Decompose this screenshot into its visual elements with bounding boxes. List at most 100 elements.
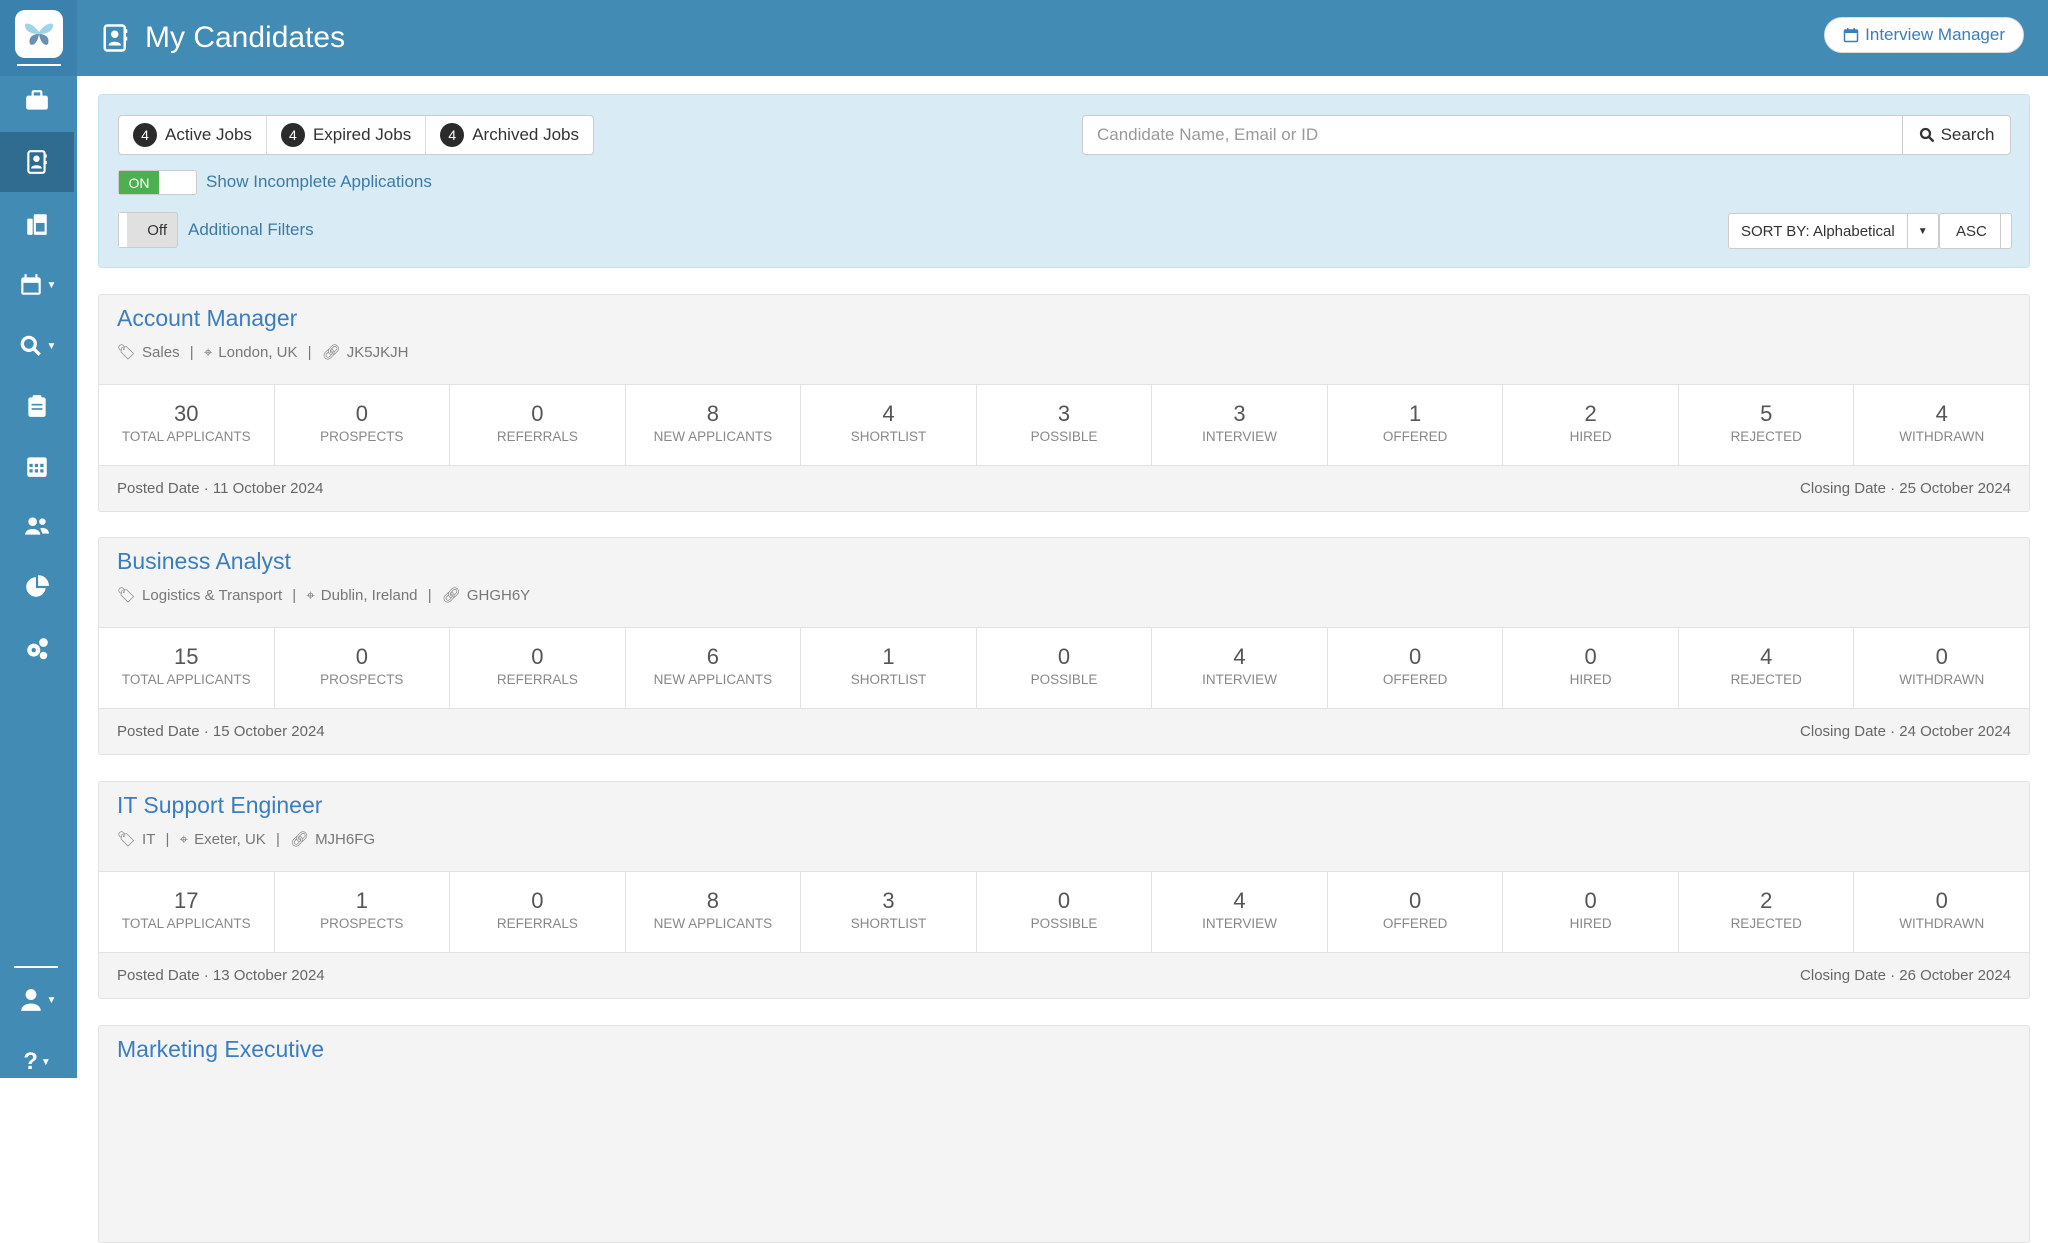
settings-gears-icon[interactable] xyxy=(0,619,74,679)
stat-label: REJECTED xyxy=(1730,672,1802,687)
search-icon xyxy=(1919,127,1934,143)
stat-value: 8 xyxy=(706,888,720,913)
additional-filters-label[interactable]: Additional Filters xyxy=(188,220,314,239)
stat-value: 2 xyxy=(1584,401,1597,426)
clipboard-icon[interactable] xyxy=(0,376,74,436)
stat-shortlist[interactable]: 1 SHORTLIST xyxy=(801,628,977,708)
stat-label: INTERVIEW xyxy=(1202,916,1277,931)
stat-referrals[interactable]: 0 REFERRALS xyxy=(450,385,626,465)
interview-manager-button[interactable]: Interview Manager xyxy=(1824,17,2024,53)
incomplete-applications-label[interactable]: Show Incomplete Applications xyxy=(206,172,432,191)
stat-interview[interactable]: 4 INTERVIEW xyxy=(1152,872,1328,952)
stat-label: REFERRALS xyxy=(496,672,578,687)
fax-icon[interactable] xyxy=(0,194,74,254)
stat-new-applicants[interactable]: 6 NEW APPLICANTS xyxy=(626,628,802,708)
butterfly-logo-icon[interactable] xyxy=(14,10,63,58)
stat-hired[interactable]: 0 HIRED xyxy=(1503,872,1679,952)
stat-prospects[interactable]: 0 PROSPECTS xyxy=(275,628,451,708)
stat-offered[interactable]: 0 OFFERED xyxy=(1328,628,1504,708)
stat-shortlist[interactable]: 3 SHORTLIST xyxy=(801,872,977,952)
stat-rejected[interactable]: 4 REJECTED xyxy=(1679,628,1855,708)
posted-date: Posted Date · 11 October 2024 xyxy=(117,480,324,497)
calendar-grid-icon[interactable] xyxy=(0,436,74,496)
stat-new-applicants[interactable]: 8 NEW APPLICANTS xyxy=(626,385,802,465)
stat-total-applicants[interactable]: 17 TOTAL APPLICANTS xyxy=(99,872,275,952)
stat-total-applicants[interactable]: 15 TOTAL APPLICANTS xyxy=(99,628,275,708)
stat-referrals[interactable]: 0 REFERRALS xyxy=(450,872,626,952)
stat-possible[interactable]: 0 POSSIBLE xyxy=(977,628,1153,708)
stat-prospects[interactable]: 0 PROSPECTS xyxy=(275,385,451,465)
count-badge: 4 xyxy=(280,123,305,147)
stat-new-applicants[interactable]: 8 NEW APPLICANTS xyxy=(626,872,802,952)
stat-value: 0 xyxy=(1057,888,1071,913)
stat-interview[interactable]: 4 INTERVIEW xyxy=(1152,628,1328,708)
job-title-link[interactable]: Marketing Executive xyxy=(117,1036,325,1062)
job-card: Marketing Executive xyxy=(98,1025,2030,1243)
stat-total-applicants[interactable]: 30 TOTAL APPLICANTS xyxy=(99,385,275,465)
stat-withdrawn[interactable]: 0 WITHDRAWN xyxy=(1854,628,2029,708)
stat-interview[interactable]: 3 INTERVIEW xyxy=(1152,385,1328,465)
stat-hired[interactable]: 0 HIRED xyxy=(1503,628,1679,708)
stat-label: REJECTED xyxy=(1730,429,1802,444)
stat-label: TOTAL APPLICANTS xyxy=(121,672,251,687)
stat-label: REJECTED xyxy=(1730,916,1802,931)
stat-possible[interactable]: 0 POSSIBLE xyxy=(977,872,1153,952)
stat-shortlist[interactable]: 4 SHORTLIST xyxy=(801,385,977,465)
incomplete-applications-toggle[interactable]: ON xyxy=(118,170,197,195)
job-stats: 17 TOTAL APPLICANTS 1 PROSPECTS 0 REFERRALS 8 N… xyxy=(99,871,2029,953)
users-icon[interactable] xyxy=(0,496,74,556)
search-button[interactable]: Search xyxy=(1903,115,2011,155)
job-stats: 15 TOTAL APPLICANTS 0 PROSPECTS 0 REFERRALS 6 N… xyxy=(99,627,2029,709)
job-category: IT xyxy=(142,830,156,848)
tab-archived-jobs[interactable]: 4 Archived Jobs xyxy=(426,116,593,154)
stat-value: 1 xyxy=(355,888,368,913)
posted-date: Posted Date · 13 October 2024 xyxy=(117,967,325,984)
job-title-link[interactable]: IT Support Engineer xyxy=(117,792,323,818)
additional-filters-toggle[interactable]: Off xyxy=(118,212,178,248)
user-account-dropdown-icon[interactable]: ▼ xyxy=(0,970,74,1030)
job-title-link[interactable]: Account Manager xyxy=(117,305,298,331)
job-title-link[interactable]: Business Analyst xyxy=(117,548,291,574)
job-meta: 🏷︎ IT | ⌖ Exeter, UK | 🔗︎ MJH6FG xyxy=(117,830,376,849)
stat-label: WITHDRAWN xyxy=(1899,672,1985,687)
stat-prospects[interactable]: 1 PROSPECTS xyxy=(275,872,451,952)
stat-rejected[interactable]: 5 REJECTED xyxy=(1679,385,1855,465)
sort-dropdown[interactable]: SORT BY: Alphabetical ▼ xyxy=(1728,213,1939,249)
stat-withdrawn[interactable]: 4 WITHDRAWN xyxy=(1854,385,2029,465)
stat-referrals[interactable]: 0 REFERRALS xyxy=(450,628,626,708)
pie-chart-icon[interactable] xyxy=(0,557,74,617)
tab-expired-jobs[interactable]: 4 Expired Jobs xyxy=(267,116,427,154)
tab-active-jobs[interactable]: 4 Active Jobs xyxy=(119,116,267,154)
candidate-search-input[interactable] xyxy=(1082,115,1903,155)
job-location: Dublin, Ireland xyxy=(320,586,418,604)
search-group: Search xyxy=(1082,115,2011,155)
job-card: Business Analyst 🏷︎ Logistics & Transport… xyxy=(98,537,2030,755)
stat-label: OFFERED xyxy=(1382,916,1448,931)
calendar-dropdown-icon[interactable]: ▼ xyxy=(0,255,74,315)
job-stats: 30 TOTAL APPLICANTS 0 PROSPECTS 0 REFERRALS 8 N… xyxy=(99,384,2029,466)
stat-value: 0 xyxy=(1584,888,1597,913)
stat-offered[interactable]: 1 OFFERED xyxy=(1328,385,1504,465)
stat-value: 1 xyxy=(882,644,895,669)
stat-value: 0 xyxy=(1935,888,1948,913)
help-dropdown-icon[interactable]: ? ▼ xyxy=(23,1048,51,1075)
jobs-briefcase-icon[interactable] xyxy=(0,71,74,131)
stat-label: TOTAL APPLICANTS xyxy=(121,916,251,931)
stat-hired[interactable]: 2 HIRED xyxy=(1503,385,1679,465)
search-dropdown-icon[interactable]: ▼ xyxy=(0,316,74,376)
stat-label: SHORTLIST xyxy=(850,429,927,444)
stat-label: OFFERED xyxy=(1382,672,1448,687)
stat-offered[interactable]: 0 OFFERED xyxy=(1328,872,1504,952)
count-badge: 4 xyxy=(440,123,465,147)
stat-value: 0 xyxy=(531,888,544,913)
stat-withdrawn[interactable]: 0 WITHDRAWN xyxy=(1854,872,2029,952)
interview-manager-label: Interview Manager xyxy=(1865,25,2005,44)
candidates-contact-book-icon[interactable] xyxy=(0,132,74,192)
sort-order-button[interactable]: ASC xyxy=(1939,213,2012,249)
map-marker-icon: ⌖ xyxy=(306,586,315,604)
stat-label: HIRED xyxy=(1569,429,1612,444)
closing-date: Closing Date · 24 October 2024 xyxy=(1800,723,2011,740)
stat-value: 8 xyxy=(706,401,720,426)
stat-possible[interactable]: 3 POSSIBLE xyxy=(977,385,1153,465)
stat-rejected[interactable]: 2 REJECTED xyxy=(1679,872,1855,952)
